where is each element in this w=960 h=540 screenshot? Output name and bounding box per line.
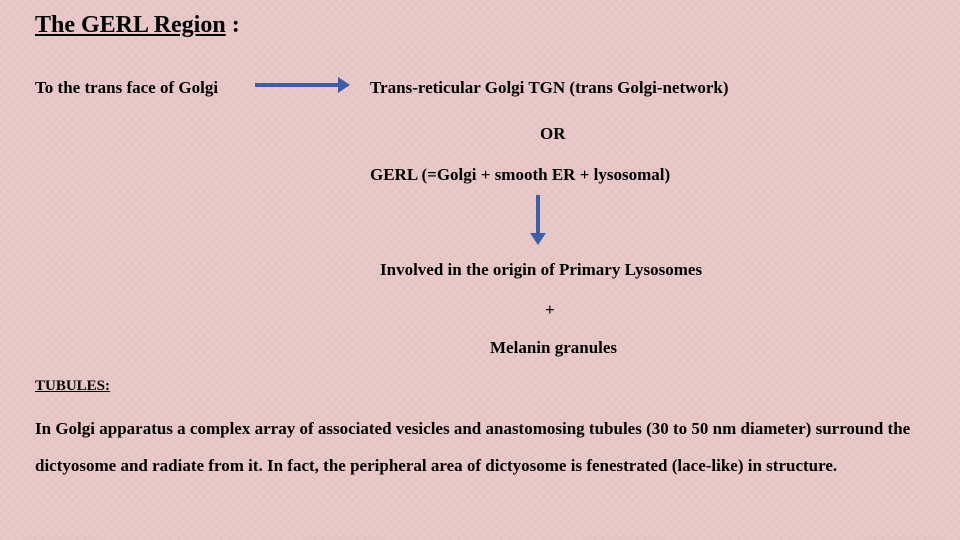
page-title: The GERL Region : (35, 12, 240, 39)
or-text: OR (540, 124, 566, 144)
title-suffix: : (226, 12, 240, 38)
title-underlined: The GERL Region (35, 12, 226, 38)
melanin-text: Melanin granules (490, 338, 617, 358)
plus-text: + (545, 300, 555, 320)
body-paragraph: In Golgi apparatus a complex array of as… (35, 410, 930, 485)
arrow-down-icon (535, 195, 541, 245)
gerl-definition: GERL (=Golgi + smooth ER + lysosomal) (370, 165, 670, 185)
row1-left-text: To the trans face of Golgi (35, 78, 218, 98)
row1-right-text: Trans-reticular Golgi TGN (trans Golgi-n… (370, 78, 729, 98)
arrow-right-icon (255, 82, 350, 88)
involved-text: Involved in the origin of Primary Lysoso… (380, 260, 702, 280)
tubules-heading: TUBULES: (35, 378, 110, 395)
